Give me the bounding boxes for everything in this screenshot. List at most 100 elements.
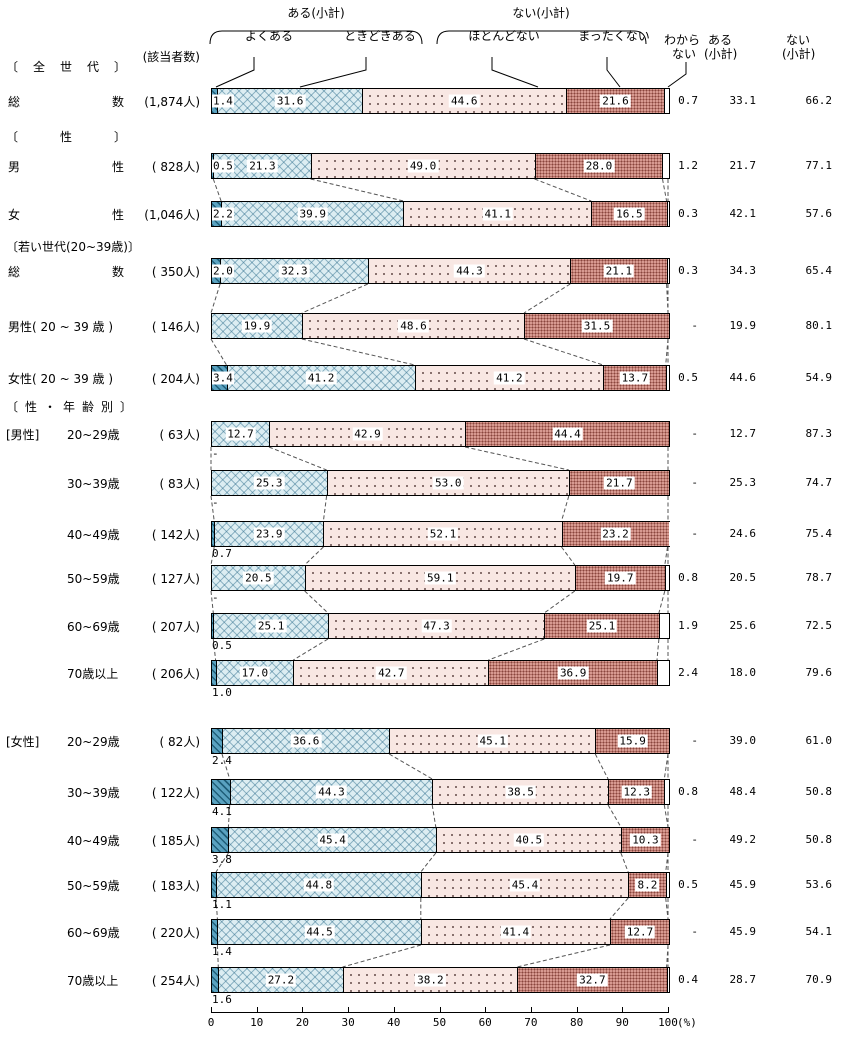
axis-tick bbox=[393, 1007, 395, 1012]
segment-tokidoki: 44.8 bbox=[217, 873, 422, 897]
legend-nai-subtotal-label: ない(小計) bbox=[512, 6, 570, 20]
wakaranai-value: - bbox=[691, 527, 698, 540]
segment-wakaranai bbox=[666, 366, 669, 390]
segment-connector-line bbox=[666, 283, 669, 314]
aru-subtotal-value: 21.7 bbox=[729, 159, 757, 172]
segment-value-label: 40.5 bbox=[513, 833, 545, 847]
segment-value-label: 41.4 bbox=[500, 925, 532, 939]
segment-hotondonai: 44.6 bbox=[362, 89, 567, 113]
segment-value-label: 41.2 bbox=[305, 371, 337, 385]
wakaranai-value: 0.8 bbox=[678, 571, 698, 584]
segment-value-label: 38.5 bbox=[505, 785, 536, 799]
segment-tokidoki: 27.2 bbox=[219, 968, 344, 992]
segment-yokuaru bbox=[212, 873, 218, 897]
segment-connector-line bbox=[561, 495, 570, 522]
aru-subtotal-value: 12.7 bbox=[729, 427, 757, 440]
axis-tick-label: 0 bbox=[207, 1016, 215, 1029]
stacked-bar: 20.5 59.1 19.7 bbox=[211, 565, 670, 591]
aru-subtotal-value: 20.5 bbox=[729, 571, 757, 584]
segment-tokidoki: 19.9 bbox=[212, 314, 303, 338]
segment-value-label: 25.1 bbox=[255, 619, 287, 633]
segment-value-label: 21.7 bbox=[604, 476, 635, 490]
nai-subtotal-value: 75.4 bbox=[805, 527, 833, 540]
segment-mattakunai: 25.1 bbox=[545, 614, 660, 638]
row-count: ( 183人) bbox=[151, 879, 200, 893]
row-count: ( 220人) bbox=[151, 926, 200, 940]
aru-subtotal-value: 18.0 bbox=[729, 666, 757, 679]
segment-tokidoki: 25.3 bbox=[212, 471, 328, 495]
aru-subtotal-value: 49.2 bbox=[729, 833, 757, 846]
segment-connector-line bbox=[293, 638, 329, 661]
nai-subtotal-value: 53.6 bbox=[805, 878, 833, 891]
row-label: 50~59歳 bbox=[67, 572, 120, 586]
segment-wakaranai bbox=[665, 566, 669, 590]
segment-wakaranai bbox=[665, 89, 669, 113]
segment-value-label: 12.3 bbox=[621, 785, 652, 799]
segment-value-label: 52.1 bbox=[427, 527, 459, 541]
row-label: 60~69歳 bbox=[67, 620, 120, 634]
segment-tokidoki: 23.9 bbox=[215, 522, 325, 546]
stacked-bar: 17.0 42.7 36.9 bbox=[211, 660, 670, 686]
legend-hotondonai-label: ほとんどない bbox=[468, 29, 540, 43]
row-count: ( 828人) bbox=[151, 160, 200, 174]
segment-tokidoki: 36.6 bbox=[222, 729, 391, 753]
row-label: 30~39歳 bbox=[67, 786, 120, 800]
segment-mattakunai: 10.3 bbox=[621, 828, 669, 852]
stacked-bar: 31.6 44.6 21.6 1.4 bbox=[211, 88, 670, 114]
yokuaru-below-label: 1.0 bbox=[212, 686, 232, 699]
segment-value-label: 44.4 bbox=[552, 427, 583, 441]
axis-tick bbox=[256, 1007, 258, 1012]
row-count: ( 83人) bbox=[159, 477, 200, 491]
wakaranai-value: 0.5 bbox=[678, 878, 698, 891]
stacked-bar: 25.3 53.0 21.7 bbox=[211, 470, 670, 496]
segment-mattakunai: 15.9 bbox=[596, 729, 669, 753]
segment-connector-line bbox=[304, 546, 324, 566]
wakaranai-value: - bbox=[691, 476, 698, 489]
row-label: 総数 bbox=[8, 265, 124, 279]
stacked-bar: 44.5 41.4 12.7 bbox=[211, 919, 670, 945]
segment-value-label: 59.1 bbox=[424, 571, 456, 585]
yokuaru-leader-line bbox=[215, 57, 255, 88]
segment-value-label: 36.9 bbox=[557, 666, 589, 680]
segment-connector-line bbox=[301, 338, 415, 366]
segment-value-label: 39.9 bbox=[297, 207, 328, 221]
segment-value-label: 19.7 bbox=[605, 571, 636, 585]
axis-tick bbox=[302, 1007, 304, 1012]
column-header-aru: ある bbox=[708, 33, 733, 47]
aru-subtotal-value: 28.7 bbox=[729, 973, 757, 986]
segment-mattakunai: 23.2 bbox=[562, 522, 669, 546]
column-header-count: (該当者数) bbox=[142, 50, 200, 64]
segment-connector-line bbox=[665, 338, 669, 366]
segment-value-label: 12.7 bbox=[624, 925, 656, 939]
group-header: 〔全世代〕 bbox=[6, 60, 126, 74]
segment-value-label: 16.5 bbox=[614, 207, 645, 221]
segment-tokidoki: 25.1 bbox=[214, 614, 329, 638]
axis-tick-label: 10 bbox=[250, 1016, 264, 1029]
nai-subtotal-value: 61.0 bbox=[805, 734, 833, 747]
aru-subtotal-value: 42.1 bbox=[729, 207, 757, 220]
segment-yokuaru bbox=[212, 828, 230, 852]
row-count: (1,874人) bbox=[144, 95, 200, 109]
segment-wakaranai bbox=[667, 968, 669, 992]
segment-value-label: 20.5 bbox=[243, 571, 274, 585]
segment-connector-line bbox=[662, 178, 668, 202]
segment-value-label: 27.2 bbox=[265, 973, 297, 987]
yokuaru-below-label: - bbox=[212, 447, 219, 460]
segment-value-label: 44.3 bbox=[454, 264, 485, 278]
stacked-bar: 44.3 38.5 12.3 bbox=[211, 779, 670, 805]
stacked-bar: 45.4 40.5 10.3 bbox=[211, 827, 670, 853]
segment-connector-line bbox=[620, 852, 629, 873]
row-count: ( 63人) bbox=[159, 428, 200, 442]
axis-tick-label: 20 bbox=[295, 1016, 310, 1029]
segment-connector-line bbox=[663, 804, 669, 828]
segment-yokuaru bbox=[212, 968, 220, 992]
row-count: ( 127人) bbox=[151, 572, 200, 586]
row-label: 女性 bbox=[8, 208, 124, 222]
yokuaru-below-label: 3.8 bbox=[212, 853, 232, 866]
segment-value-label: 44.8 bbox=[303, 878, 335, 892]
column-header-nai: ない bbox=[786, 33, 811, 47]
wakaranai-value: 0.5 bbox=[678, 371, 698, 384]
segment-value-label: 23.9 bbox=[254, 527, 285, 541]
segment-hotondonai: 38.5 bbox=[433, 780, 610, 804]
row-label: 総数 bbox=[8, 95, 124, 109]
